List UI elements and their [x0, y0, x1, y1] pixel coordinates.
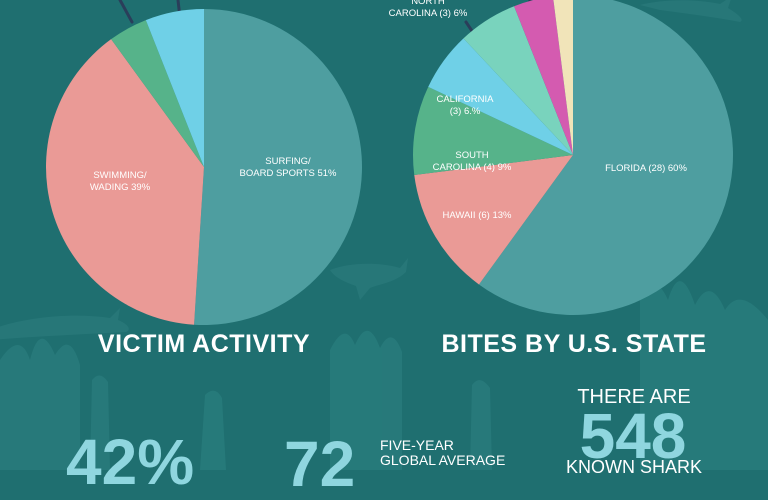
shark-silhouette-center	[330, 258, 408, 300]
known-prefix: THERE ARE	[577, 386, 691, 408]
pie-slice-4	[428, 38, 573, 155]
known-label: KNOWN SHARK	[565, 457, 702, 477]
slice-label-california: CALIFORNIA (3) 6.%	[436, 94, 494, 117]
slice-label-north-carolina: NORTH CAROLINA (3) 6%	[388, 0, 468, 19]
pie-slice-5	[463, 6, 573, 155]
bites-by-state-title: BITES BY U.S. STATE	[441, 330, 707, 358]
pie-slice-1	[478, 0, 733, 315]
slice-label-south-carolina: SOUTH CAROLINA (4) 9%	[432, 150, 512, 173]
average-label: FIVE-YEAR GLOBAL AVERAGE	[380, 437, 506, 468]
percent-stat: 42%	[66, 426, 195, 498]
average-number-stat: 72	[284, 428, 356, 500]
shark-silhouette-left	[0, 308, 129, 340]
slice-label-florida: FLORIDA (28) 60%	[605, 163, 687, 174]
pie-slice-6	[514, 0, 573, 155]
slice-label-swimming: SWIMMING/ WADING 39%	[89, 170, 151, 193]
victim-activity-pie	[45, 9, 362, 325]
ocean-background	[0, 0, 768, 470]
pie-slice-2	[45, 39, 204, 325]
pie-slice-3	[413, 86, 573, 176]
slice-label-hawaii: HAWAII (6) 13%	[442, 210, 512, 221]
seaweed-band	[0, 281, 768, 470]
bites-by-state-pie	[413, 0, 733, 315]
pie-slice-7	[553, 0, 573, 155]
pie-slice-3	[111, 20, 204, 167]
pie-slice-1	[194, 9, 362, 325]
leader-line-left-1	[118, 0, 134, 24]
pie-slice-4	[145, 9, 204, 167]
shark-silhouette-top-right	[640, 0, 742, 22]
known-number-stat: 548	[579, 400, 687, 472]
pie-slice-2	[414, 155, 573, 285]
victim-activity-title: VICTIM ACTIVITY	[97, 330, 311, 358]
slice-label-surfing: SURFING/ BOARD SPORTS 51%	[239, 156, 337, 179]
